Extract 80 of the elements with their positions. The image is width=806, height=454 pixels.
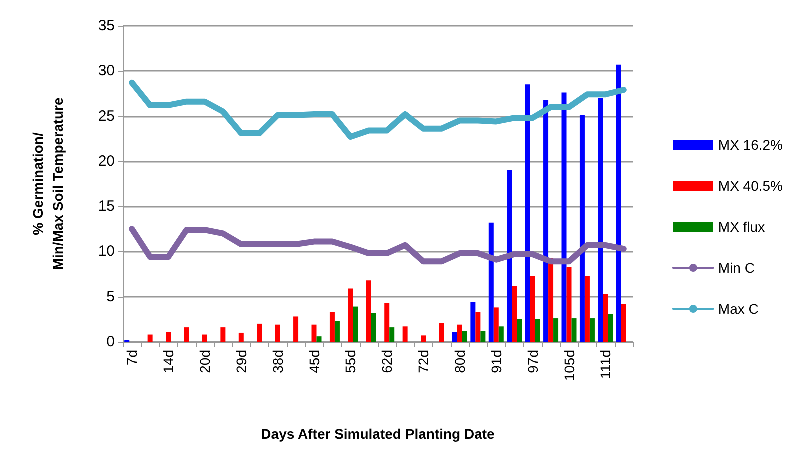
bar xyxy=(166,332,172,342)
x-tick-label: 72d xyxy=(416,350,432,374)
y-tick-label: 5 xyxy=(106,288,115,306)
bar xyxy=(584,276,590,342)
y-axis-title: % Germination/ Min/Max Soil Temperature xyxy=(30,98,66,270)
bar xyxy=(402,326,408,342)
bar xyxy=(184,328,190,342)
bar xyxy=(294,316,299,342)
y-tick-label: 30 xyxy=(98,62,115,80)
y-tick-label: 20 xyxy=(98,152,115,170)
x-tick-label: 29d xyxy=(233,350,250,374)
legend-label: MX flux xyxy=(718,219,766,235)
bar xyxy=(476,312,481,342)
bar xyxy=(480,331,486,342)
bar xyxy=(220,328,226,342)
y-tick-label: 15 xyxy=(98,198,115,216)
bar xyxy=(621,304,626,342)
bar xyxy=(598,98,604,342)
x-tick-label: 7d xyxy=(124,350,140,366)
bar xyxy=(562,92,567,342)
bar xyxy=(535,319,540,342)
x-tick-label: 91d xyxy=(488,350,504,374)
bar xyxy=(452,332,458,342)
bar xyxy=(312,324,317,342)
bar xyxy=(457,324,462,342)
bar xyxy=(371,313,376,342)
bar xyxy=(566,267,572,342)
bar xyxy=(603,294,608,342)
x-tick-label: 14d xyxy=(160,350,177,374)
bar xyxy=(202,334,208,342)
x-axis-title: Days After Simulated Planting Date xyxy=(261,426,496,442)
bar xyxy=(512,286,518,342)
bar xyxy=(316,336,322,342)
bar xyxy=(348,288,354,342)
bar xyxy=(470,302,476,342)
bar xyxy=(494,308,499,342)
bar xyxy=(148,334,153,342)
legend-label: MX 16.2% xyxy=(718,137,784,153)
x-tick-label: 62d xyxy=(379,350,396,374)
bar xyxy=(330,312,335,342)
y-tick-label: 35 xyxy=(98,18,115,34)
bar xyxy=(498,326,504,342)
x-tick-label: 45d xyxy=(306,350,322,374)
x-tick-label: 105d xyxy=(561,350,578,382)
y-tick-label: 10 xyxy=(98,243,115,260)
bar xyxy=(238,332,244,342)
bar xyxy=(390,328,395,342)
x-tick-label: 97d xyxy=(524,350,541,374)
bar xyxy=(334,321,340,342)
legend-label: Min C xyxy=(718,260,755,276)
bar xyxy=(439,323,444,342)
bar xyxy=(488,222,494,342)
bar xyxy=(554,318,559,342)
bar xyxy=(580,115,585,342)
bar xyxy=(384,303,390,342)
bar xyxy=(507,170,512,342)
y-tick-label: 25 xyxy=(98,108,115,125)
bar xyxy=(544,100,549,342)
bar xyxy=(517,319,522,342)
x-tick-label: 38d xyxy=(270,350,286,374)
y-tick-label: 0 xyxy=(106,334,115,350)
bar xyxy=(257,324,262,342)
bar xyxy=(462,331,468,342)
x-tick-label: 55d xyxy=(342,350,359,374)
legend-label: Max C xyxy=(718,301,759,317)
bar xyxy=(616,64,622,342)
legend-label: MX 40.5% xyxy=(718,178,784,194)
x-tick-label: 111d xyxy=(598,350,614,380)
bar xyxy=(608,314,614,342)
bar xyxy=(590,318,595,342)
bar xyxy=(572,318,577,342)
bar xyxy=(353,306,358,342)
bar xyxy=(548,258,554,342)
bar xyxy=(525,84,530,342)
x-tick-label: 80d xyxy=(452,350,468,374)
bar xyxy=(421,336,426,342)
x-tick-label: 20d xyxy=(196,350,213,374)
bar xyxy=(275,324,280,342)
bar xyxy=(530,276,536,342)
bar xyxy=(366,280,372,342)
